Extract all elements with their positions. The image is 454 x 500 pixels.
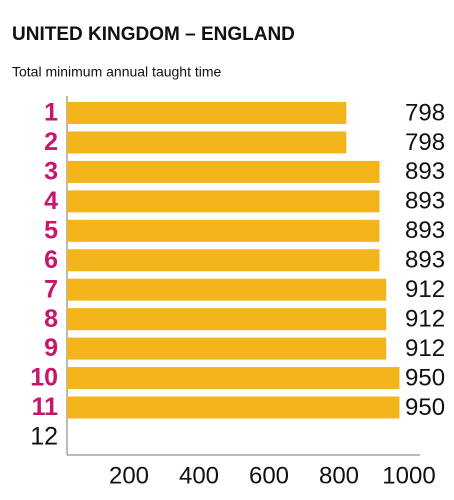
category-label: 10 (30, 364, 58, 392)
category-label: 8 (44, 305, 58, 333)
value-label: 893 (405, 188, 445, 215)
value-label: 912 (405, 305, 445, 332)
bar (67, 131, 347, 154)
bar (67, 367, 400, 390)
category-label: 7 (44, 275, 58, 303)
category-label: 4 (44, 187, 58, 215)
chart-subtitle: Total minimum annual taught time (12, 64, 222, 80)
x-tick-label: 600 (249, 462, 289, 489)
bar (67, 219, 380, 242)
value-label: 950 (405, 364, 445, 391)
value-label: 912 (405, 276, 445, 303)
x-tick-label: 200 (109, 462, 149, 489)
x-tick-label: 1000 (382, 462, 435, 489)
category-label: 11 (32, 393, 59, 421)
category-label: 9 (44, 334, 58, 362)
bar (67, 190, 380, 213)
category-label: 6 (44, 246, 58, 274)
bar (67, 308, 387, 331)
category-label: 3 (44, 158, 58, 186)
bar (67, 278, 387, 301)
category-label: 5 (44, 216, 58, 244)
value-label: 798 (405, 129, 445, 156)
bar (67, 102, 347, 124)
value-label: 893 (405, 247, 445, 274)
x-tick-label: 800 (319, 462, 359, 489)
category-label: 1 (44, 99, 58, 127)
category-label: 2 (44, 128, 58, 156)
value-label: 950 (405, 394, 445, 421)
value-label: 893 (405, 217, 445, 244)
x-tick-label: 400 (179, 462, 219, 489)
bar (67, 249, 380, 272)
bar (67, 396, 400, 419)
value-label: 798 (405, 99, 445, 126)
value-label: 893 (405, 158, 445, 185)
category-label: 12 (30, 423, 58, 451)
bar (67, 160, 380, 183)
bar (67, 337, 387, 360)
chart-title: UNITED KINGDOM – ENGLAND (12, 24, 295, 45)
value-label: 912 (405, 335, 445, 362)
